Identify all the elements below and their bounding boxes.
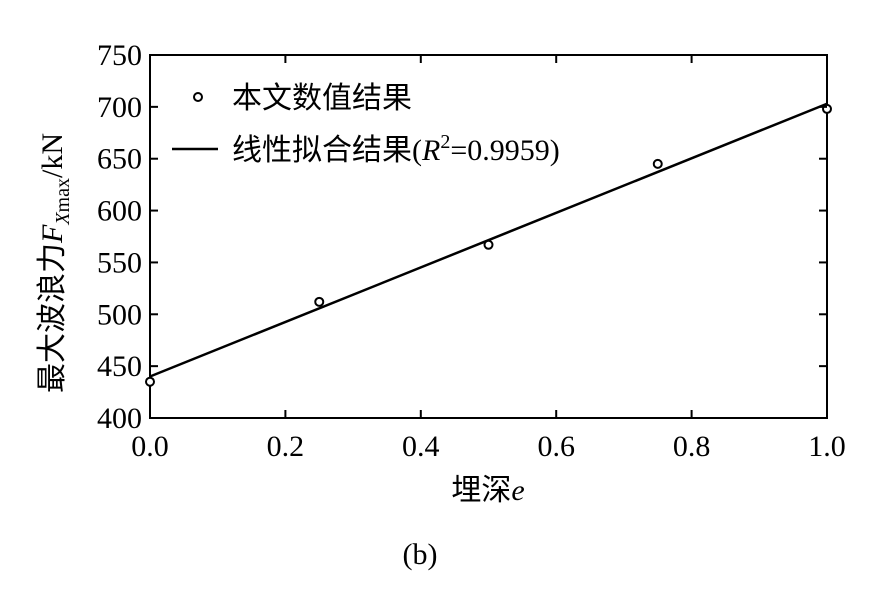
y-axis-title-text: 最大波浪力 [36, 243, 69, 393]
data-point [483, 239, 494, 250]
legend-label-line-name: 线性拟合结果 [232, 134, 412, 167]
legend: 本文数值结果 线性拟合结果(R2=0.9959) [172, 82, 560, 167]
y-tick-label: 400 [97, 402, 142, 435]
y-axis-title-sub: X [52, 212, 74, 226]
data-marks [145, 102, 832, 387]
x-tick-label: 0.0 [131, 430, 169, 463]
legend-label-points: 本文数值结果 [232, 82, 412, 115]
legend-label-line-sup: 2 [440, 131, 450, 153]
data-point [314, 296, 325, 307]
x-tick-label: 0.2 [267, 430, 305, 463]
x-axis-title-var: e [511, 474, 524, 507]
data-point [145, 376, 155, 387]
x-tick-label: 0.6 [537, 430, 575, 463]
axis-ticks: 0.0 0.2 0.4 0.6 0.8 1.0 400 450 500 550 600 650 700 7… [97, 39, 846, 463]
legend-marker-points [193, 92, 203, 102]
y-axis-title-sub2: max [52, 178, 74, 212]
legend-label-line-pre: ( [412, 134, 422, 167]
y-tick-label: 750 [97, 39, 142, 72]
y-tick-label: 500 [97, 298, 142, 331]
legend-label-line-var: R [421, 134, 440, 167]
panel-label: (b) [403, 538, 438, 571]
y-tick-label: 550 [97, 246, 142, 279]
x-tick-label: 0.4 [402, 430, 440, 463]
y-tick-label: 600 [97, 195, 142, 228]
legend-label-line-post: =0.9959) [450, 134, 559, 167]
legend-label-line: 线性拟合结果(R2=0.9959) [232, 131, 560, 167]
y-tick-label: 450 [97, 350, 142, 383]
x-tick-label: 0.8 [673, 430, 711, 463]
y-tick-label: 650 [97, 143, 142, 176]
y-axis-title: 最大波浪力FXmax/kN [36, 133, 74, 393]
plot-frame [149, 54, 828, 419]
x-axis-title-text: 埋深 [451, 474, 511, 507]
y-tick-label: 700 [97, 91, 142, 124]
x-tick-label: 1.0 [808, 430, 846, 463]
y-axis-title-var: F [36, 224, 69, 244]
y-axis-title-unit: /kN [36, 133, 69, 178]
x-axis-title: 埋深e [451, 474, 524, 507]
plot-area [149, 54, 828, 419]
data-point [652, 158, 663, 169]
